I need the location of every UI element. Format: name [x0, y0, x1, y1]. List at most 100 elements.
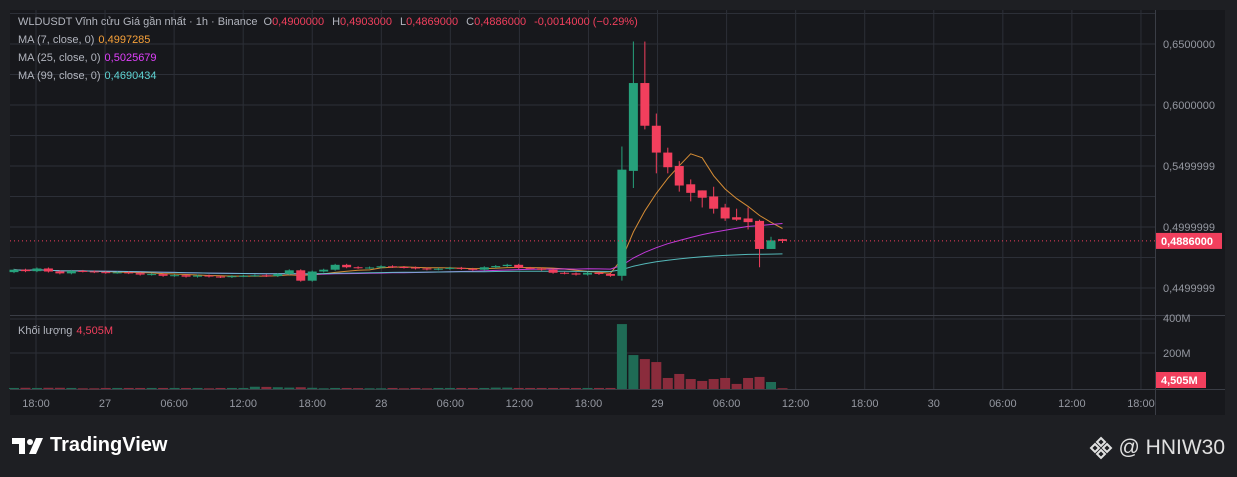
ma7-value: 0,4997285	[98, 34, 151, 46]
candle-body	[777, 239, 787, 241]
volume-bar	[158, 387, 169, 389]
volume-bar	[77, 388, 88, 390]
candle-body	[101, 272, 111, 274]
high-label: H	[332, 16, 341, 28]
price-tick-label: 0,5499999	[1163, 161, 1215, 173]
candle-body	[261, 275, 271, 277]
candle-body	[330, 264, 340, 270]
volume-bar	[410, 387, 421, 389]
candle-body	[365, 267, 375, 269]
candle-body	[181, 275, 191, 277]
ma99-legend[interactable]: MA (99, close, 0) 0,4690434	[18, 70, 161, 82]
candle-body	[89, 271, 99, 273]
volume-bar	[662, 377, 673, 389]
volume-bar	[628, 355, 639, 389]
volume-tick-label: 400M	[1163, 313, 1191, 325]
low-label: L	[400, 16, 407, 28]
price-tick-label: 0,6000000	[1163, 100, 1215, 112]
volume-bar	[490, 387, 501, 389]
ma7-legend[interactable]: MA (7, close, 0) 0,4997285	[18, 34, 154, 46]
volume-bar	[697, 380, 708, 389]
time-tick-label: 12:00	[506, 398, 534, 410]
volume-bar	[135, 387, 146, 389]
time-tick-label: 06:00	[160, 398, 188, 410]
volume-bar	[284, 387, 295, 389]
ma25-legend[interactable]: MA (25, close, 0) 0,5025679	[18, 52, 161, 64]
plot-background	[10, 10, 1155, 415]
volume-bar	[605, 387, 616, 389]
candle-body	[628, 83, 638, 171]
close-label: C	[466, 16, 475, 28]
candle-body	[594, 272, 604, 274]
volume-bar	[226, 387, 237, 389]
tradingview-logo[interactable]: TradingView	[12, 434, 167, 457]
volume-bar	[754, 376, 765, 389]
volume-bar	[766, 382, 777, 389]
time-tick-label: 30	[928, 398, 940, 410]
candle-body	[651, 125, 661, 153]
volume-bar	[272, 387, 283, 389]
candle-body	[583, 272, 592, 275]
volume-bar	[582, 387, 593, 389]
candle-body	[215, 276, 225, 278]
symbol-title: WLDUSDT Vĩnh cửu Giá gần nhất · 1h · Bin…	[18, 16, 258, 28]
volume-bar	[100, 387, 111, 389]
candle-body	[755, 220, 765, 249]
volume-bar	[720, 377, 731, 389]
candle-body	[732, 217, 742, 220]
volume-bar	[112, 387, 123, 389]
volume-bar	[571, 387, 582, 389]
candle-body	[250, 275, 260, 277]
volume-bar	[674, 373, 685, 389]
volume-bar	[364, 388, 375, 390]
brand-name: TradingView	[50, 434, 168, 456]
candle-body	[9, 269, 19, 273]
volume-bar	[743, 377, 754, 389]
volume-legend[interactable]: Khối lượng 4,505M	[18, 325, 117, 337]
candle-body	[743, 218, 753, 223]
ma99-value: 0,4690434	[104, 70, 157, 82]
volume-bar	[341, 387, 352, 389]
volume-bar	[456, 387, 467, 389]
volume-bar	[387, 387, 398, 389]
tradingview-logo-icon	[12, 437, 43, 454]
volume-value: 4,505M	[76, 325, 114, 337]
candle-body	[342, 264, 352, 268]
candle-body	[388, 266, 398, 268]
candle-body	[491, 266, 501, 268]
candle-body	[525, 267, 535, 269]
chart-frame: 0,6500000 0,6000000 0,5499999 0,4999999 0,44…	[0, 0, 1237, 420]
candle-body	[20, 269, 30, 272]
current-price-badge	[1156, 232, 1222, 249]
volume-bar	[777, 388, 788, 390]
candle-body	[296, 270, 306, 281]
time-tick-label: 12:00	[1058, 398, 1086, 410]
volume-bar	[330, 387, 341, 389]
candlestick-chart[interactable]: 0,6500000 0,6000000 0,5499999 0,4999999 0,44…	[0, 0, 1237, 420]
candle-body	[112, 272, 122, 274]
watermark: @ HNIW30	[1089, 436, 1225, 460]
volume-bar	[559, 387, 570, 389]
candle-body	[605, 273, 615, 276]
candle-body	[193, 275, 203, 277]
candle-body	[353, 267, 363, 269]
candle-body	[284, 270, 294, 274]
volume-bar	[307, 387, 318, 389]
candle-body	[147, 274, 157, 276]
candle-body	[445, 267, 455, 269]
price-tick-label: 0,4499999	[1163, 283, 1215, 295]
volume-bar	[43, 387, 54, 389]
volume-bar	[89, 388, 100, 390]
candle-body	[135, 273, 145, 275]
volume-bar	[249, 386, 260, 389]
symbol-legend: WLDUSDT Vĩnh cửu Giá gần nhất · 1h · Bin…	[18, 16, 642, 28]
binance-diamond-icon	[1089, 436, 1112, 460]
candle-body	[468, 268, 478, 270]
current-price-label: 0,4886000	[1161, 236, 1213, 248]
volume-bar	[181, 387, 192, 389]
volume-bar	[203, 388, 214, 390]
candle-body	[560, 272, 570, 274]
candle-body	[124, 272, 134, 274]
close-value: 0,4886000	[474, 16, 527, 28]
candle-body	[204, 275, 214, 277]
